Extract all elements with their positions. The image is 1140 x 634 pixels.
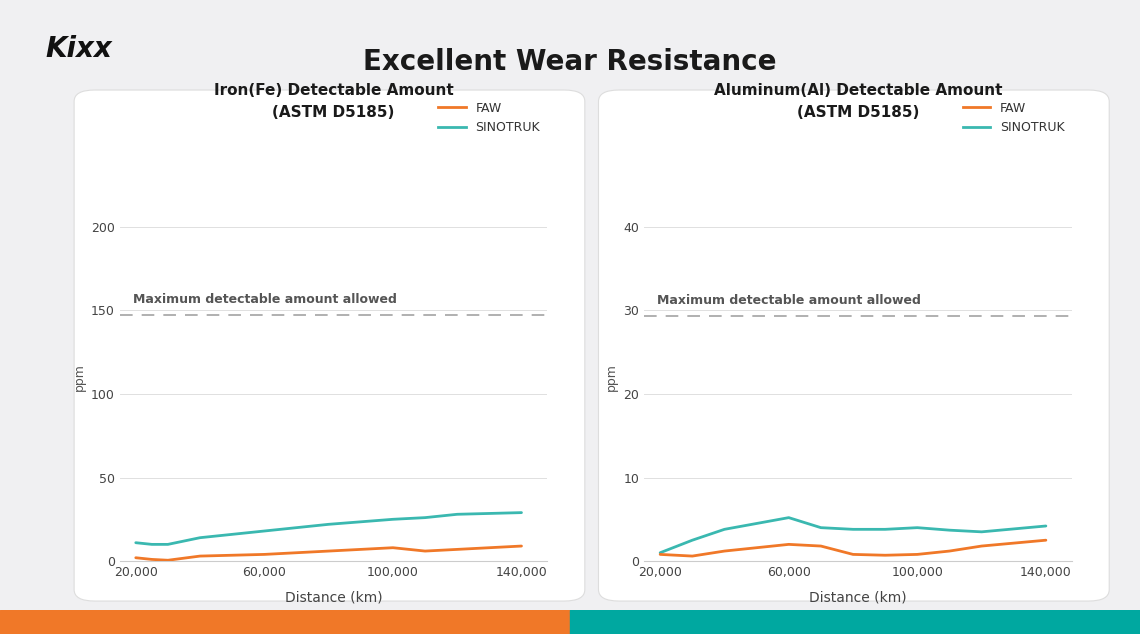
Y-axis label: ppm: ppm (605, 363, 618, 391)
Bar (0, 610, 570, 634)
Text: Excellent Wear Resistance: Excellent Wear Resistance (364, 48, 776, 75)
Y-axis label: ppm: ppm (73, 363, 86, 391)
Text: Maximum detectable amount allowed: Maximum detectable amount allowed (657, 294, 921, 307)
Legend: FAW, SINOTRUK: FAW, SINOTRUK (433, 96, 545, 139)
Text: Maximum detectable amount allowed: Maximum detectable amount allowed (132, 293, 397, 306)
Bar (570, 610, 1140, 634)
X-axis label: Distance (km): Distance (km) (285, 590, 382, 604)
Legend: FAW, SINOTRUK: FAW, SINOTRUK (958, 96, 1069, 139)
Title: Iron(Fe) Detectable Amount
(ASTM D5185): Iron(Fe) Detectable Amount (ASTM D5185) (213, 83, 454, 120)
X-axis label: Distance (km): Distance (km) (809, 590, 906, 604)
Text: Kixx: Kixx (46, 35, 113, 63)
Title: Aluminum(Al) Detectable Amount
(ASTM D5185): Aluminum(Al) Detectable Amount (ASTM D51… (714, 83, 1002, 120)
